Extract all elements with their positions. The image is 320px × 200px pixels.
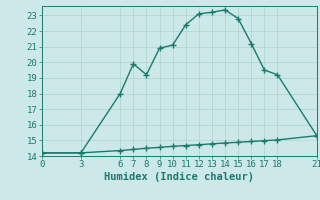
X-axis label: Humidex (Indice chaleur): Humidex (Indice chaleur) bbox=[104, 172, 254, 182]
